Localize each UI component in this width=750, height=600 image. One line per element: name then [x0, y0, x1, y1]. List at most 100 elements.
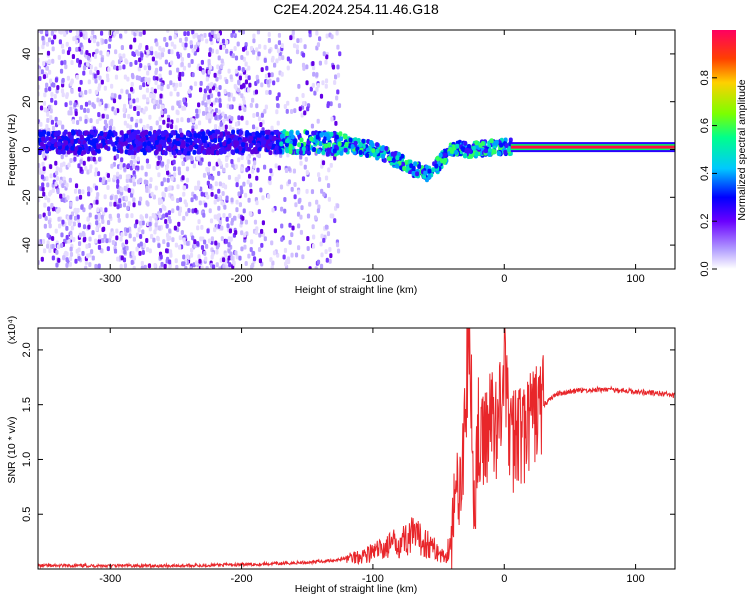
noise-dot [336, 203, 340, 209]
noise-dot [337, 103, 342, 109]
noise-dot [284, 168, 289, 174]
noise-dot [150, 50, 154, 56]
ridge-dot [380, 146, 385, 152]
noise-dot [216, 36, 220, 42]
noise-dot [205, 265, 209, 269]
ridge-dot [436, 156, 441, 162]
noise-dot [261, 195, 265, 201]
ridge-dot [218, 149, 223, 155]
noise-dot [135, 49, 139, 55]
noise-dot [311, 60, 315, 66]
noise-dot [98, 156, 102, 162]
noise-dot [227, 68, 231, 74]
noise-dot [324, 224, 329, 230]
noise-dot [326, 183, 331, 189]
noise-dot [46, 111, 50, 117]
noise-dot [40, 69, 44, 75]
noise-dot [59, 68, 64, 74]
noise-dot [202, 212, 206, 218]
noise-dot [215, 249, 219, 255]
noise-dot [255, 111, 260, 117]
noise-dot [329, 253, 333, 259]
snr-frame [37, 327, 676, 570]
noise-dot [60, 88, 65, 94]
noise-dot [119, 236, 123, 242]
ridge-dot [402, 166, 407, 172]
noise-dot [197, 219, 201, 225]
noise-dot [81, 231, 85, 237]
ridge-dot [497, 151, 502, 157]
noise-dot [81, 189, 85, 195]
noise-dot [318, 60, 322, 66]
ridge-dot [494, 139, 499, 145]
noise-dot [76, 218, 80, 224]
noise-dot [136, 156, 140, 162]
noise-dot [153, 262, 157, 268]
noise-dot [41, 44, 45, 50]
noise-dot [167, 186, 171, 192]
noise-dot [305, 64, 309, 70]
snr-series-line [38, 328, 675, 569]
noise-dot [216, 32, 220, 38]
noise-dot [49, 108, 53, 114]
noise-dot [110, 83, 114, 89]
noise-dot [157, 155, 161, 161]
noise-dot [86, 61, 90, 67]
noise-dot [292, 43, 297, 49]
noise-dot [130, 154, 134, 160]
ridge-dot [91, 139, 96, 145]
noise-dot [192, 163, 196, 169]
ridge-dot [285, 138, 290, 144]
ridge-dot [463, 140, 468, 146]
noise-dot [87, 156, 91, 162]
noise-dot [328, 258, 332, 264]
noise-dot [149, 177, 153, 183]
noise-dot [187, 88, 192, 94]
noise-dot [78, 194, 83, 200]
noise-dot [211, 175, 215, 181]
ridge-dot [226, 131, 231, 137]
noise-dot [300, 112, 304, 118]
noise-dot [84, 114, 88, 120]
ridge-dot [355, 146, 360, 152]
noise-dot [276, 77, 280, 83]
noise-dot [132, 98, 136, 104]
noise-dot [235, 199, 239, 205]
noise-dot [101, 113, 105, 119]
noise-dot [249, 188, 253, 194]
noise-dot [213, 124, 218, 130]
noise-dot [239, 166, 244, 172]
noise-dot [77, 241, 82, 247]
ridge-dot [313, 138, 318, 144]
noise-dot [208, 32, 212, 38]
noise-dot [110, 163, 114, 169]
noise-dot [243, 232, 247, 238]
noise-dot [280, 206, 284, 212]
ridge-dot [108, 129, 113, 135]
noise-dot [194, 185, 198, 191]
noise-dot [308, 201, 312, 207]
noise-dot [296, 38, 300, 44]
noise-dot [265, 79, 270, 85]
noise-dot [220, 200, 224, 206]
noise-dot [132, 197, 136, 203]
noise-dot [306, 245, 310, 251]
noise-dot [89, 118, 93, 124]
noise-dot [46, 182, 50, 188]
noise-dot [89, 35, 94, 41]
noise-dot [315, 199, 319, 205]
noise-dot [271, 55, 275, 61]
noise-dot [131, 74, 135, 80]
noise-dot [148, 216, 153, 222]
noise-dot [255, 126, 259, 132]
noise-dot [283, 196, 287, 202]
noise-dot [70, 78, 74, 84]
noise-dot [190, 197, 194, 203]
noise-dot [268, 89, 272, 95]
noise-dot [241, 67, 245, 73]
noise-dot [56, 84, 60, 90]
noise-dot [91, 230, 95, 236]
ridge-dot [268, 134, 273, 140]
noise-dot [316, 82, 320, 88]
noise-dot [85, 49, 89, 55]
